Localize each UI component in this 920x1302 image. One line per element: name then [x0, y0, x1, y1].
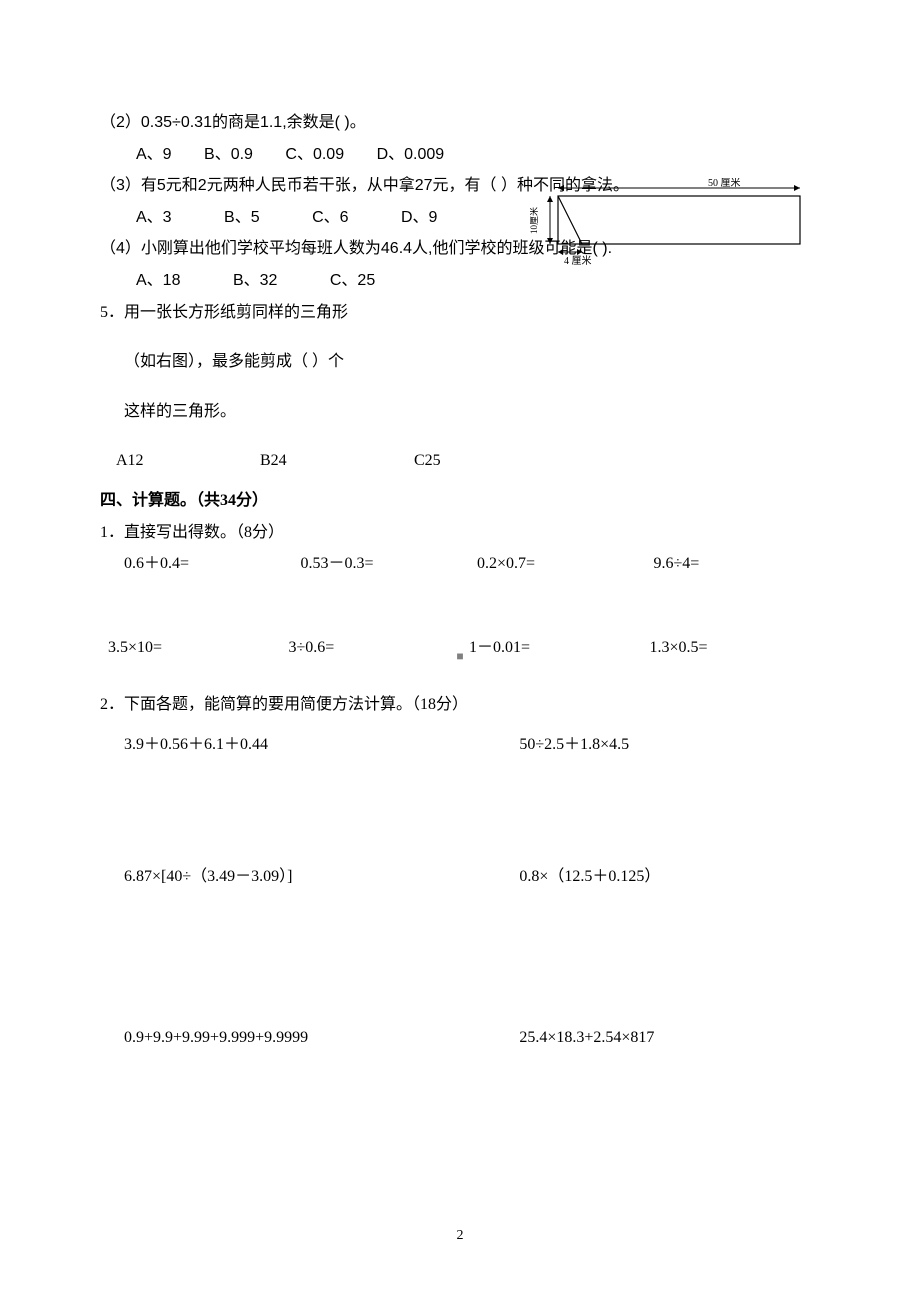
p2-r1-2: 50÷2.5＋1.8×4.5 — [519, 732, 830, 758]
q2-opt-c: C、0.09 — [285, 142, 344, 168]
p2-title: 2．下面各题，能简算的要用简便方法计算。（18分） — [100, 692, 830, 718]
q2-opt-d: D、0.009 — [377, 142, 445, 168]
p2-r2-1: 6.87×[40÷（3.49－3.09）] — [124, 864, 519, 890]
section4-title: 四、计算题。（共34分） — [100, 488, 830, 514]
page-number: 2 — [0, 1228, 920, 1244]
p2-row1: 3.9＋0.56＋6.1＋0.44 50÷2.5＋1.8×4.5 — [100, 732, 830, 758]
q4-opt-c: C、25 — [330, 268, 375, 294]
triangle-rect-svg: 50 厘米 10厘米 4 厘米 — [530, 178, 820, 268]
q5-opt-a: A12 — [116, 448, 256, 474]
q5-l1: 5．用一张长方形纸剪同样的三角形 — [100, 300, 830, 326]
p1-r1-4: 9.6÷4= — [654, 551, 831, 577]
q4-opt-b: B、32 — [233, 268, 277, 294]
p1-r1-3: 0.2×0.7= — [477, 551, 654, 577]
q2-opt-b: B、0.9 — [204, 142, 253, 168]
q5-opt-c: C25 — [414, 448, 441, 474]
q3-opt-a: A、3 — [136, 205, 172, 231]
p1-r1-2: 0.53－0.3= — [301, 551, 478, 577]
q3-opt-c: C、6 — [312, 205, 348, 231]
p1-row1: 0.6＋0.4= 0.53－0.3= 0.2×0.7= 9.6÷4= — [100, 551, 830, 577]
q5-l2: （如右图），最多能剪成（ ）个 — [100, 349, 830, 375]
q5-l3: 这样的三角形。 — [100, 399, 830, 425]
p2-r1-1: 3.9＋0.56＋6.1＋0.44 — [124, 732, 519, 758]
q4-options: A、18 B、32 C、25 — [100, 268, 830, 294]
q2-options: A、9 B、0.9 C、0.09 D、0.009 — [100, 142, 830, 168]
fig-height-label: 10厘米 — [530, 207, 539, 234]
p2-r3-2: 25.4×18.3+2.54×817 — [519, 1025, 830, 1051]
q3-opt-b: B、5 — [224, 205, 260, 231]
fig-width-label: 50 厘米 — [708, 178, 741, 189]
p1-title: 1．直接写出得数。（8分） — [100, 520, 830, 546]
q5-figure: 50 厘米 10厘米 4 厘米 — [530, 178, 820, 268]
q3-opt-d: D、9 — [401, 205, 437, 231]
q4-opt-a: A、18 — [136, 268, 180, 294]
p1-r1-1: 0.6＋0.4= — [124, 551, 301, 577]
q2-opt-a: A、9 — [136, 142, 172, 168]
q5-options: A12 B24 C25 — [100, 448, 830, 474]
p2-r3-1: 0.9+9.9+9.99+9.999+9.9999 — [124, 1025, 519, 1051]
p2-row2: 6.87×[40÷（3.49－3.09）] 0.8×（12.5＋0.125） — [100, 864, 830, 890]
center-mark: ■ — [0, 649, 920, 664]
p2-r2-2: 0.8×（12.5＋0.125） — [519, 864, 830, 890]
fig-base-label: 4 厘米 — [564, 254, 592, 267]
p2-row3: 0.9+9.9+9.99+9.999+9.9999 25.4×18.3+2.54… — [100, 1025, 830, 1051]
page: （2）0.35÷0.31的商是1.1,余数是( )。 A、9 B、0.9 C、0… — [0, 0, 920, 1097]
q2-text: （2）0.35÷0.31的商是1.1,余数是( )。 — [100, 110, 830, 136]
q5-opt-b: B24 — [260, 448, 410, 474]
